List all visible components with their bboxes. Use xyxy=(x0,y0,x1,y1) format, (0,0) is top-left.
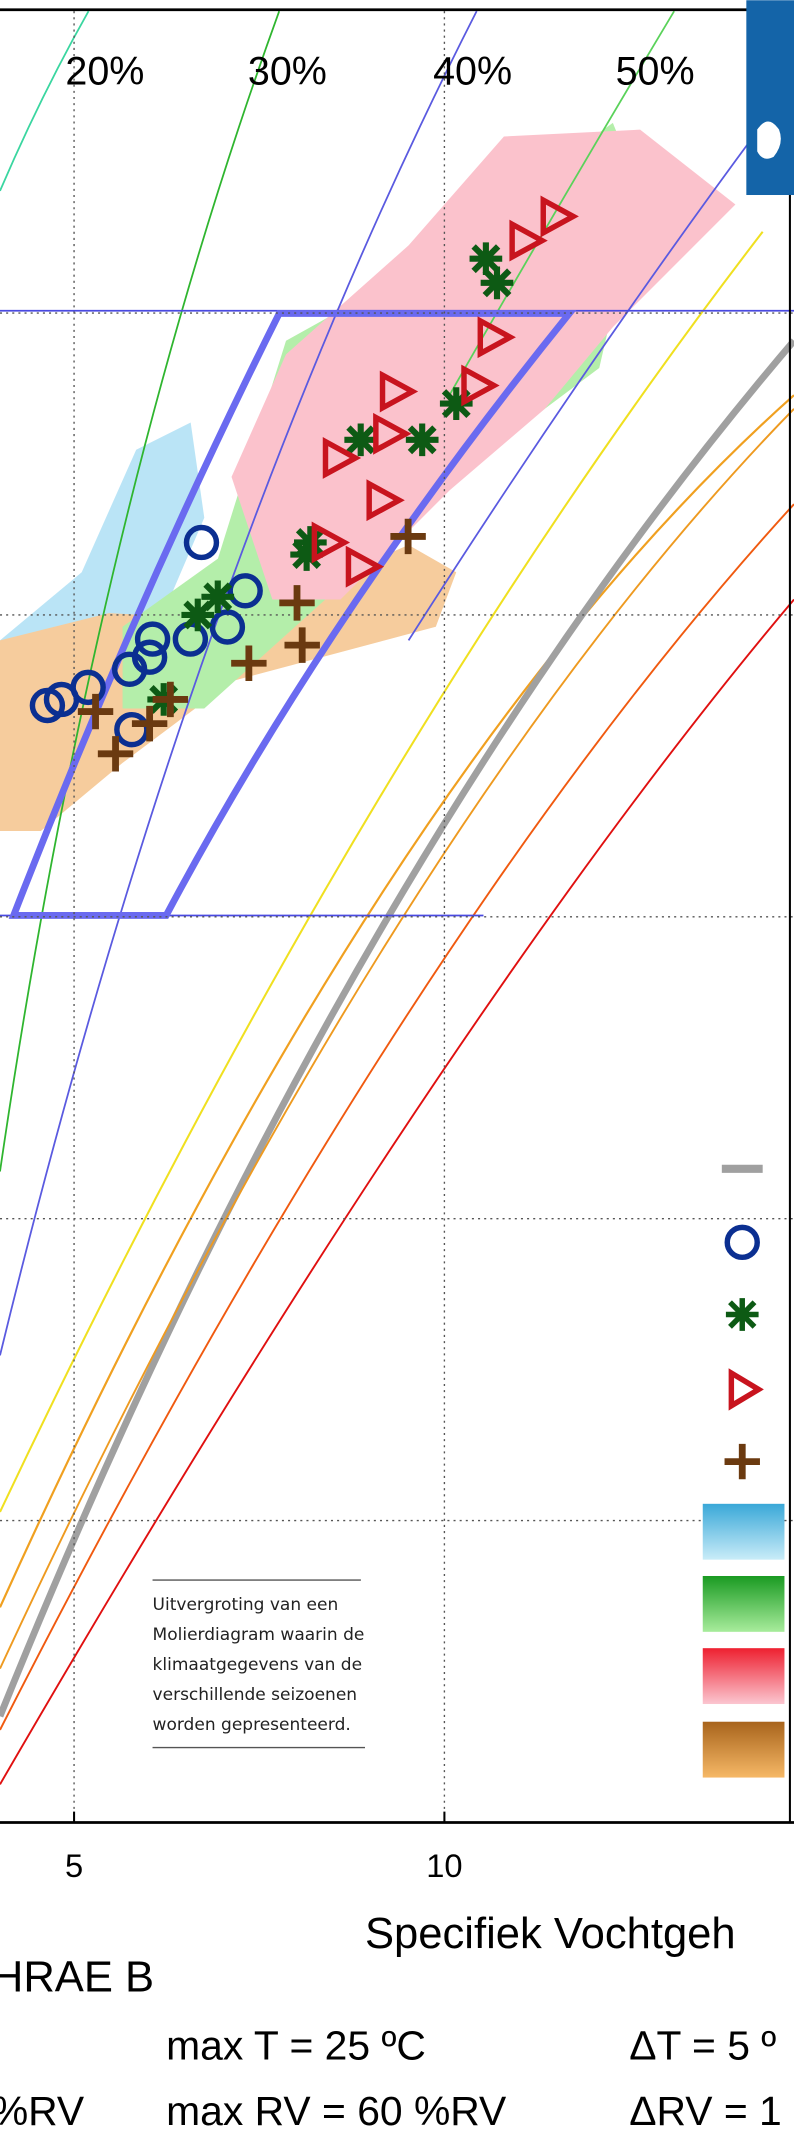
asterisk-marker xyxy=(290,538,323,571)
note-box xyxy=(144,1577,371,1755)
triangle-marker xyxy=(379,370,419,413)
triangle-marker xyxy=(461,364,500,407)
triangle-marker xyxy=(373,412,412,455)
plus-marker xyxy=(279,585,315,621)
circle-marker xyxy=(111,651,148,687)
circle-marker xyxy=(227,573,263,609)
note-line: worden gepresenteerd. xyxy=(153,1715,351,1735)
circle-marker xyxy=(183,524,220,561)
asterisk-marker xyxy=(439,387,473,420)
clouds xyxy=(0,122,736,832)
note-line: Uitvergroting van een xyxy=(153,1595,339,1615)
plus-marker xyxy=(231,645,267,681)
triangle-marker xyxy=(509,219,548,262)
asterisk-marker xyxy=(201,580,235,614)
triangle-marker xyxy=(311,521,351,564)
footer-text: max RV = 60 %RV xyxy=(166,2088,507,2134)
plus-marker xyxy=(284,627,320,663)
x-tick-label: 5 xyxy=(65,1847,83,1884)
rh-label: 20% xyxy=(65,50,144,94)
rh-label: 50% xyxy=(616,50,695,94)
grid xyxy=(0,11,794,1823)
triangle-marker xyxy=(322,437,362,479)
plus-marker xyxy=(390,518,426,555)
asterisk-marker xyxy=(405,423,439,457)
asterisk-marker xyxy=(480,266,514,300)
circle-marker xyxy=(209,609,246,645)
plus-marker xyxy=(131,705,168,742)
circle-marker xyxy=(134,621,171,657)
x-axis-label: Specifiek Vochtgeh xyxy=(365,1910,736,1958)
footer-text: HRAE B xyxy=(0,1953,154,2001)
triangle-marker xyxy=(540,195,579,238)
plus-marker xyxy=(77,693,114,730)
asterisk-marker xyxy=(293,526,327,559)
rh-label: 30% xyxy=(248,50,327,94)
rh-curves xyxy=(0,10,794,1785)
rh-label: 40% xyxy=(433,50,512,94)
asterisk-marker xyxy=(469,242,503,276)
note-line: klimaatgegevens van de xyxy=(153,1655,363,1675)
asterisk-marker xyxy=(344,423,378,457)
x-tick-label: 10 xyxy=(426,1847,462,1884)
plus-marker xyxy=(152,681,189,718)
footer-text: max T = 25 ºC xyxy=(166,2022,426,2068)
asterisk-marker xyxy=(181,598,215,632)
footer-text: ΔT = 5 º xyxy=(629,2022,776,2068)
note-line: verschillende seizoenen xyxy=(153,1685,358,1705)
legend xyxy=(702,1164,785,1778)
triangle-marker xyxy=(345,545,385,588)
logo xyxy=(746,0,794,196)
note-line: Molierdiagram waarin de xyxy=(153,1625,365,1645)
triangle-marker xyxy=(366,479,405,522)
footer-text: %RV xyxy=(0,2088,85,2134)
circle-marker xyxy=(29,687,66,724)
footer-text: ΔRV = 1 xyxy=(629,2088,782,2134)
plus-marker xyxy=(97,736,134,772)
marks xyxy=(29,195,579,772)
comfort-zone xyxy=(8,310,577,919)
triangle-marker xyxy=(477,316,516,359)
logo-emblem xyxy=(757,121,781,159)
